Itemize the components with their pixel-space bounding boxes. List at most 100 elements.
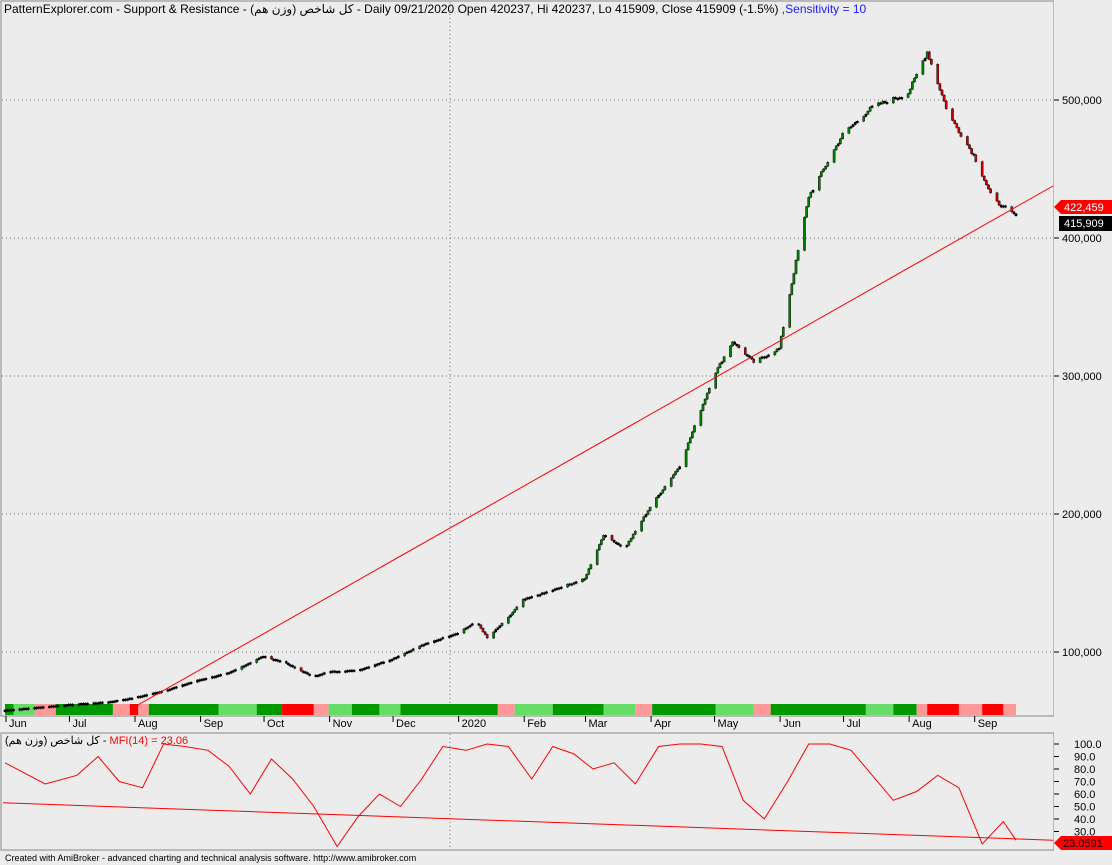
trend-band-segment (635, 704, 653, 715)
candle (301, 670, 305, 673)
candle (126, 698, 129, 701)
trend-band-segment (129, 704, 139, 715)
candle (130, 697, 134, 700)
candle (41, 706, 45, 709)
candle (124, 698, 127, 701)
candle (729, 345, 732, 357)
candle (500, 623, 504, 627)
candle (980, 161, 984, 177)
candle (703, 398, 707, 405)
candle (71, 703, 74, 706)
candle (997, 200, 1001, 206)
candle (803, 217, 806, 251)
price-pane[interactable] (0, 0, 1055, 717)
candle (494, 629, 498, 633)
candle (424, 643, 428, 646)
candle (115, 700, 119, 703)
candle (987, 184, 990, 190)
candle (629, 538, 633, 542)
candle (227, 672, 231, 675)
candle (48, 706, 51, 709)
candle (420, 644, 424, 647)
candle (232, 670, 235, 673)
candle (883, 101, 887, 104)
candle (953, 120, 956, 124)
candle (777, 348, 781, 351)
candle (22, 707, 26, 710)
candle (170, 687, 174, 690)
candle (921, 60, 925, 75)
trend-band-segment (351, 704, 380, 715)
candle (376, 663, 379, 666)
trend-band-segment (927, 704, 959, 715)
candle (348, 669, 352, 672)
mfi-tick-label: 60.0 (1074, 789, 1095, 801)
candle (365, 667, 369, 670)
trend-band-segment (652, 704, 716, 715)
candle (955, 123, 959, 128)
trendline-value-badge (1054, 200, 1112, 214)
candle (826, 162, 830, 167)
candle (602, 535, 605, 541)
candle (202, 678, 206, 681)
candle (968, 144, 971, 149)
candle (54, 705, 58, 708)
mfi-tick-label: 80.0 (1074, 764, 1095, 776)
candle (619, 544, 622, 547)
candle (187, 682, 191, 685)
title-sensitivity: ,Sensitivity = 10 (778, 2, 866, 16)
candle (153, 692, 157, 695)
candle (854, 121, 857, 125)
candle (583, 578, 586, 581)
candle (693, 425, 696, 433)
candle (405, 651, 409, 654)
mfi-line (4, 743, 1017, 848)
candle (744, 347, 747, 355)
candle (462, 628, 466, 634)
candle (329, 671, 333, 674)
candle (1014, 213, 1018, 216)
candle (411, 648, 415, 651)
candle (39, 706, 43, 709)
candle (433, 640, 436, 643)
candle (674, 471, 677, 476)
mfi-pane[interactable] (0, 732, 1055, 851)
candle (1004, 205, 1007, 208)
candle (166, 689, 170, 692)
candle (52, 705, 55, 708)
candle (646, 510, 650, 515)
candle (566, 584, 569, 588)
candle (390, 659, 394, 662)
trend-band-segment (770, 704, 866, 715)
candle (689, 437, 692, 443)
candle (306, 672, 309, 675)
candle (456, 632, 459, 635)
candle (896, 97, 899, 100)
candle (773, 351, 777, 356)
candle (557, 587, 561, 590)
candle (974, 154, 978, 162)
candle (805, 206, 808, 218)
candle (985, 180, 988, 185)
candle (274, 659, 278, 662)
candle (851, 124, 855, 127)
candle (908, 88, 912, 94)
candle (234, 669, 237, 672)
candle (524, 598, 527, 601)
candle (84, 703, 87, 706)
candle (553, 588, 557, 591)
candle (485, 634, 489, 639)
candle (862, 116, 865, 122)
month-label: Sep (204, 718, 224, 730)
candle (669, 477, 673, 487)
candle (657, 495, 660, 498)
candle (272, 658, 275, 661)
candle (50, 705, 53, 708)
candle (538, 594, 542, 597)
candle (98, 701, 102, 704)
mfi-title: (وزن هم) کل شاخص - MFI(14) = 23.06 (5, 735, 188, 747)
candle (701, 404, 705, 411)
trend-band-segment (865, 704, 894, 715)
candle (615, 542, 618, 545)
trend-band-segment (958, 704, 983, 715)
